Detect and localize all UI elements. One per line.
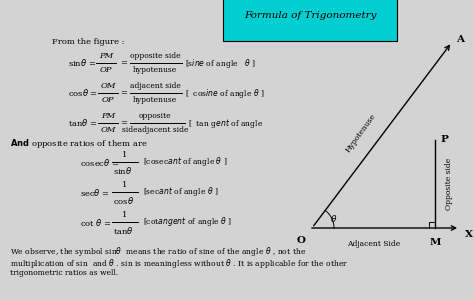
Text: adjacent side: adjacent side bbox=[129, 82, 181, 90]
Text: [cosec$\it{ant}$ of angle $\theta$ ]: [cosec$\it{ant}$ of angle $\theta$ ] bbox=[143, 155, 228, 169]
Text: OM: OM bbox=[100, 82, 116, 90]
Text: $\theta$: $\theta$ bbox=[330, 212, 337, 224]
Text: =: = bbox=[120, 119, 127, 127]
Text: [  tan g$\it{ent}$ of angle: [ tan g$\it{ent}$ of angle bbox=[188, 116, 264, 130]
Text: sideadjacent side: sideadjacent side bbox=[122, 126, 188, 134]
Text: A: A bbox=[456, 35, 464, 44]
Text: 1: 1 bbox=[122, 151, 128, 159]
Text: P: P bbox=[440, 136, 448, 145]
Text: cosec$\theta$ =: cosec$\theta$ = bbox=[80, 157, 119, 167]
Text: cot $\theta$ =: cot $\theta$ = bbox=[80, 217, 112, 227]
Text: Opposite side: Opposite side bbox=[445, 158, 453, 210]
Text: Adjacent Side: Adjacent Side bbox=[347, 240, 400, 248]
Text: opposite: opposite bbox=[139, 112, 171, 120]
Text: [s$\it{ine}$ of angle   $\theta$ ]: [s$\it{ine}$ of angle $\theta$ ] bbox=[185, 56, 256, 70]
Text: Formula of Trigonometry: Formula of Trigonometry bbox=[244, 11, 376, 20]
Text: =: = bbox=[120, 59, 127, 67]
Text: 1: 1 bbox=[122, 181, 128, 189]
Text: trigonometric ratios as well.: trigonometric ratios as well. bbox=[10, 269, 118, 277]
Text: =: = bbox=[120, 89, 127, 97]
Text: 1: 1 bbox=[122, 211, 128, 219]
Text: OP: OP bbox=[100, 66, 112, 74]
Text: sin$\theta$: sin$\theta$ bbox=[113, 164, 133, 175]
Text: multiplication of sin  and $\theta$ . sin is meaningless without $\theta$ . It i: multiplication of sin and $\theta$ . sin… bbox=[10, 257, 348, 270]
Text: hypotenuse: hypotenuse bbox=[133, 96, 177, 104]
Text: From the figure :: From the figure : bbox=[52, 38, 125, 46]
Text: hypotenuse: hypotenuse bbox=[133, 66, 177, 74]
Text: [sec$\it{ant}$ of angle $\theta$ ]: [sec$\it{ant}$ of angle $\theta$ ] bbox=[143, 185, 219, 199]
Text: O: O bbox=[297, 236, 306, 245]
Text: M: M bbox=[429, 238, 441, 247]
Text: tan$\theta$: tan$\theta$ bbox=[113, 224, 133, 236]
Text: [cot$\it{angent}$ of angle $\theta$ ]: [cot$\it{angent}$ of angle $\theta$ ] bbox=[143, 215, 232, 229]
Text: OP: OP bbox=[102, 96, 114, 104]
Text: PM: PM bbox=[101, 112, 115, 120]
Text: PM: PM bbox=[99, 52, 113, 60]
Text: We observe, the symbol sin$\theta$  means the ratio of sine of the angle $\theta: We observe, the symbol sin$\theta$ means… bbox=[10, 245, 306, 258]
Text: Hypotenuse: Hypotenuse bbox=[344, 112, 377, 154]
Text: tan$\theta$ =: tan$\theta$ = bbox=[68, 118, 98, 128]
Text: opposite side: opposite side bbox=[130, 52, 180, 60]
Text: X: X bbox=[465, 230, 473, 239]
Text: $\bf{And}$ opposite ratios of them are: $\bf{And}$ opposite ratios of them are bbox=[10, 136, 147, 149]
Text: cos$\theta$: cos$\theta$ bbox=[112, 194, 134, 206]
Text: sec$\theta$ =: sec$\theta$ = bbox=[80, 187, 110, 197]
Text: [  cos$\it{ine}$ of angle $\theta$ ]: [ cos$\it{ine}$ of angle $\theta$ ] bbox=[185, 86, 264, 100]
Text: OM: OM bbox=[100, 126, 116, 134]
Text: sin$\theta$ =: sin$\theta$ = bbox=[68, 58, 96, 68]
Text: cos$\theta$ =: cos$\theta$ = bbox=[68, 88, 98, 98]
